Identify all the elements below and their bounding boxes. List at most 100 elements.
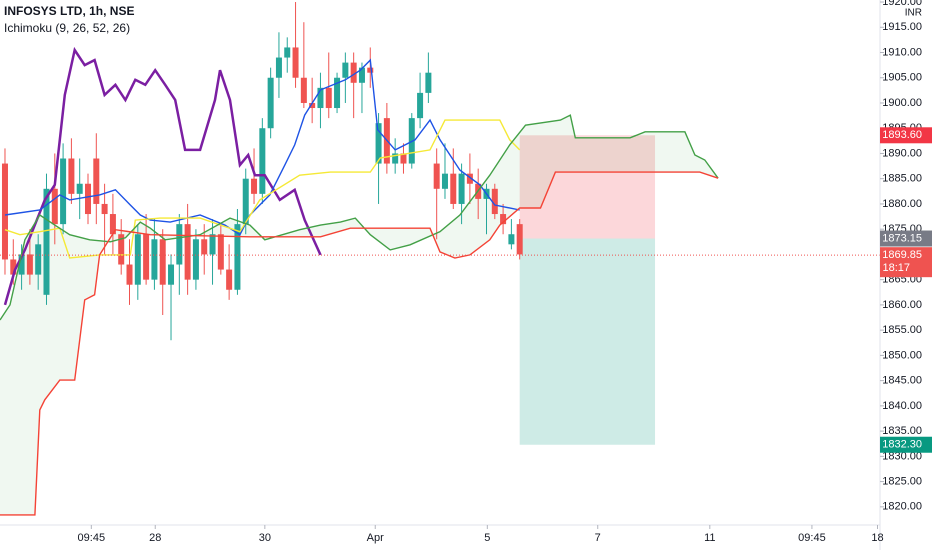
- y-tick-label: 1850.00: [882, 349, 922, 361]
- countdown: 18:17: [882, 262, 910, 274]
- candle-body: [500, 214, 507, 225]
- candle-body: [425, 72, 432, 93]
- x-tick-label: 09:45: [78, 532, 106, 544]
- candle-body: [334, 77, 341, 109]
- y-tick-label: 1825.00: [882, 475, 922, 487]
- candle-body: [226, 269, 233, 290]
- candle-body: [251, 178, 258, 194]
- candle-body: [350, 62, 357, 83]
- y-tick-label: 1915.00: [882, 21, 922, 33]
- candle-body: [176, 224, 183, 265]
- candle-body: [508, 234, 515, 245]
- candle-body: [458, 173, 465, 204]
- y-tick-label: 1880.00: [882, 198, 922, 210]
- x-tick-label: Apr: [367, 532, 384, 544]
- x-tick-label: 09:45: [798, 532, 826, 544]
- candle-body: [433, 163, 440, 189]
- candle-body: [35, 244, 42, 275]
- entry-tag-bg: [880, 230, 932, 247]
- y-tick-label: 1910.00: [882, 46, 922, 58]
- candle-body: [60, 158, 67, 225]
- x-tick-label: 5: [484, 532, 490, 544]
- entry-tag: 1873.15: [882, 232, 922, 244]
- plot-area: [0, 2, 880, 516]
- candle-body: [292, 47, 299, 78]
- candle-body: [392, 153, 399, 164]
- candle-body: [441, 173, 448, 189]
- candle-body: [400, 153, 407, 164]
- candle-body: [1, 163, 8, 260]
- x-tick-label: 28: [149, 532, 161, 544]
- y-tick-label: 1820.00: [882, 501, 922, 513]
- candle-body: [51, 188, 58, 225]
- candle-body: [26, 254, 33, 275]
- candle-body: [325, 87, 332, 109]
- reward-zone: [519, 238, 656, 445]
- candle-body: [491, 188, 498, 215]
- candle-body: [85, 183, 91, 215]
- candle-body: [217, 234, 224, 270]
- stop-tag-bg: [880, 127, 932, 144]
- x-tick-label: 7: [595, 532, 601, 544]
- candle-body: [417, 92, 424, 119]
- last-tag: 1869.85: [882, 249, 922, 261]
- candle-body: [267, 77, 274, 129]
- candle-body: [126, 264, 133, 285]
- risk-zone: [519, 135, 656, 239]
- candle-body: [43, 188, 50, 295]
- x-tick-label: 11: [704, 532, 715, 544]
- candle-body: [76, 183, 83, 194]
- candle-body: [118, 234, 125, 265]
- y-tick-label: 1920.00: [882, 0, 922, 8]
- candle-body: [300, 77, 307, 103]
- candle-body: [342, 62, 349, 78]
- candle-body: [317, 87, 324, 109]
- indicator-label: Ichimoku (9, 26, 52, 26): [4, 21, 130, 35]
- candle-body: [375, 123, 382, 164]
- y-tick-label: 1885.00: [882, 173, 922, 185]
- candle-body: [168, 264, 175, 285]
- x-tick-label: 18: [871, 532, 883, 544]
- candle-body: [143, 234, 150, 280]
- stop-tag: 1893.60: [882, 129, 922, 141]
- candle-body: [367, 67, 374, 73]
- target-tag-bg: [880, 436, 932, 453]
- candle-body: [101, 203, 108, 215]
- y-tick-label: 1860.00: [882, 299, 922, 311]
- candle-body: [209, 234, 216, 255]
- candle-body: [134, 234, 141, 285]
- candle-body: [93, 158, 100, 204]
- candle-body: [234, 224, 241, 290]
- indicator-line: [4, 58, 520, 236]
- candle-body: [466, 173, 473, 184]
- candle-body: [201, 239, 208, 255]
- candle-body: [284, 47, 291, 58]
- candle-body: [450, 173, 457, 204]
- candle-body: [192, 239, 199, 280]
- candle-body: [259, 128, 266, 194]
- candle-body: [358, 67, 365, 83]
- y-tick-label: 1890.00: [882, 147, 922, 159]
- y-tick-label: 1855.00: [882, 324, 922, 336]
- y-tick-label: 1905.00: [882, 72, 922, 84]
- y-tick-label: 1840.00: [882, 400, 922, 412]
- candle-body: [242, 178, 249, 225]
- indicator-line: [4, 119, 521, 259]
- candle-body: [10, 259, 17, 275]
- candle-body: [68, 158, 75, 194]
- candle-body: [275, 57, 282, 78]
- y-tick-label: 1835.00: [882, 425, 922, 437]
- y-tick-label: 1900.00: [882, 97, 922, 109]
- cloud: [0, 115, 719, 515]
- currency: INR: [905, 8, 922, 19]
- candle-body: [18, 254, 25, 275]
- candle-body: [151, 239, 158, 280]
- candle-body: [516, 224, 523, 255]
- indicator-line: [0, 171, 719, 516]
- candle-body: [109, 214, 116, 235]
- x-tick-label: 30: [259, 532, 271, 544]
- last-tag-bg: [880, 247, 932, 278]
- y-tick-label: 1845.00: [882, 375, 922, 387]
- chart-title: INFOSYS LTD, 1h, NSE: [4, 4, 134, 18]
